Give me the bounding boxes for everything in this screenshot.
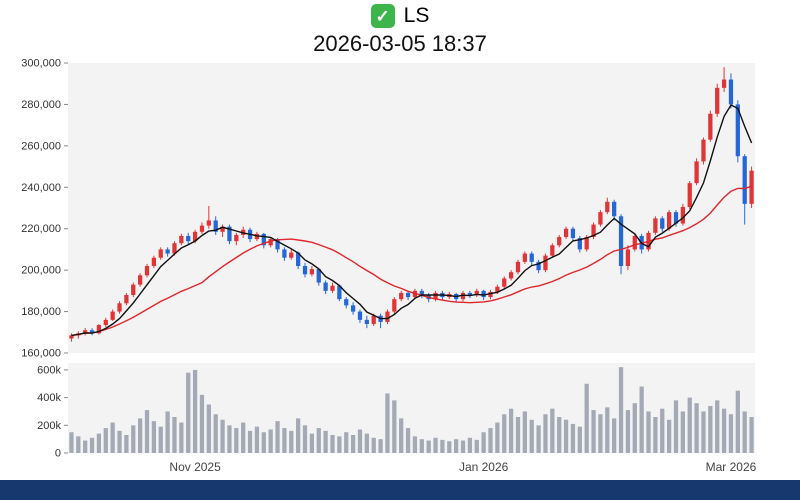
x-axis-labels: Nov 2025 Jan 2026 Mar 2026 <box>169 460 756 474</box>
svg-text:Nov 2025: Nov 2025 <box>169 460 221 474</box>
datetime-label: 2026-03-05 18:37 <box>313 31 487 56</box>
svg-text:280,000: 280,000 <box>21 99 61 111</box>
svg-text:260,000: 260,000 <box>21 140 61 152</box>
svg-text:300,000: 300,000 <box>21 58 61 70</box>
volume-bars <box>69 367 754 453</box>
ma-long-line <box>71 185 752 337</box>
svg-text:200,000: 200,000 <box>21 265 61 277</box>
svg-text:160,000: 160,000 <box>21 348 61 360</box>
svg-text:Jan 2026: Jan 2026 <box>459 460 509 474</box>
svg-text:220,000: 220,000 <box>21 223 61 235</box>
svg-text:240,000: 240,000 <box>21 182 61 194</box>
chart-title: ✓ LS <box>0 4 800 28</box>
volume-axis-labels: 0 200k 400k 600k <box>37 364 68 460</box>
symbol-label: LS <box>403 4 430 27</box>
svg-text:Mar 2026: Mar 2026 <box>706 460 757 474</box>
svg-text:400k: 400k <box>37 392 61 404</box>
footer-bar <box>0 480 800 500</box>
price-axis-labels: 160,000 180,000 200,000 220,000 240,000 260,0… <box>21 58 68 360</box>
price-plot-area <box>68 63 755 353</box>
volume-plot-area <box>68 363 755 453</box>
ma-short-line <box>71 104 753 337</box>
check-glyph: ✓ <box>375 6 390 26</box>
svg-text:0: 0 <box>55 448 61 460</box>
svg-text:200k: 200k <box>37 420 61 432</box>
candlestick-chart: 160,000 180,000 200,000 220,000 240,000 260,0… <box>21 58 756 474</box>
check-icon: ✓ <box>370 4 395 28</box>
candles <box>69 67 754 342</box>
svg-text:600k: 600k <box>37 364 61 376</box>
svg-text:180,000: 180,000 <box>21 306 61 318</box>
